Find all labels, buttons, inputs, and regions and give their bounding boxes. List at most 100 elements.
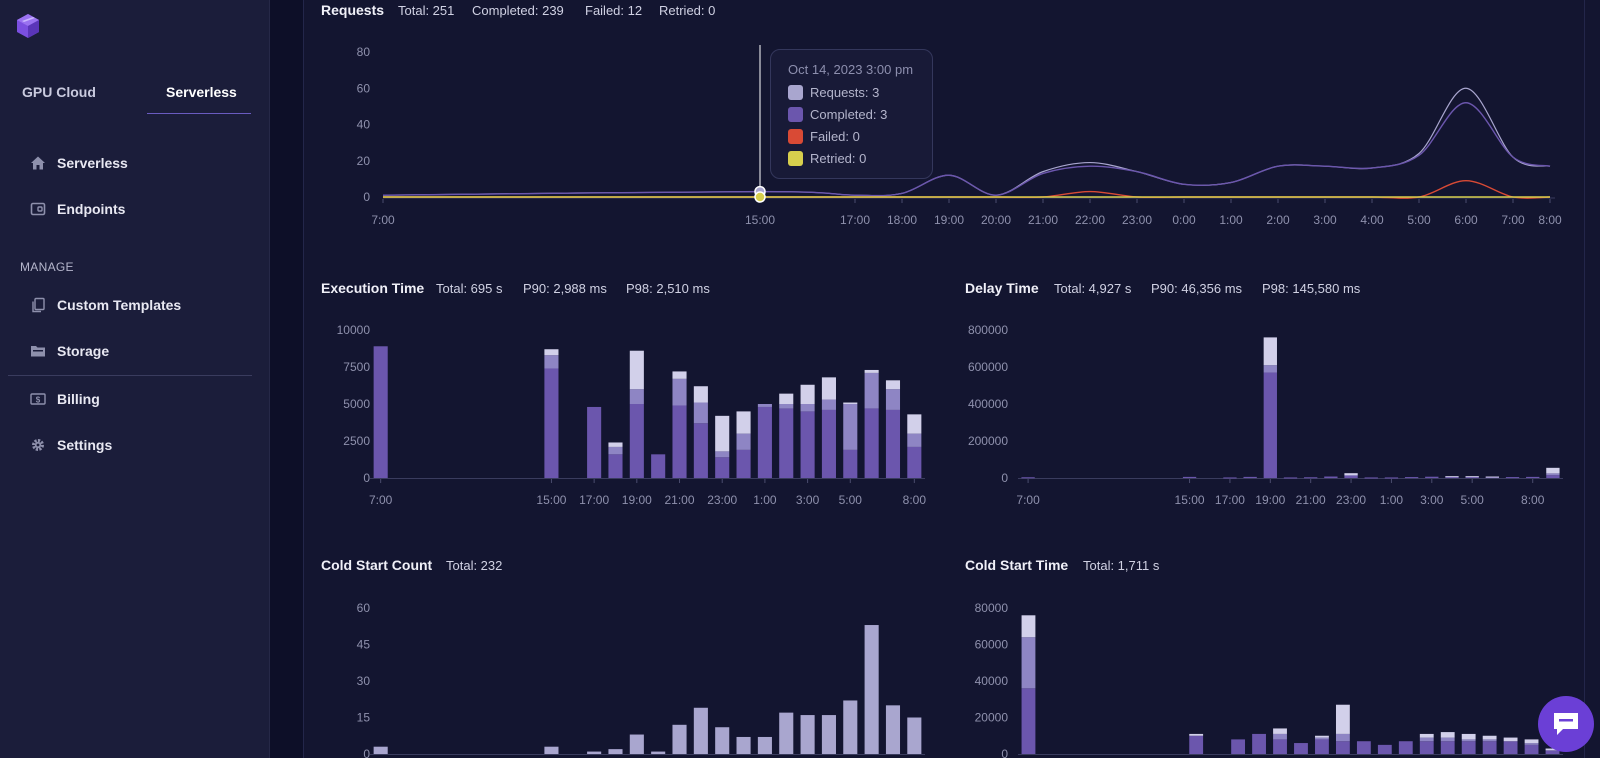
bar-segment xyxy=(736,449,751,478)
cold-start-time-chart[interactable]: 80000 60000 40000 20000 0 xyxy=(958,598,1568,758)
bar-segment xyxy=(736,433,751,450)
bar-segment xyxy=(1252,733,1266,754)
bar-segment xyxy=(1419,733,1434,738)
bar-segment xyxy=(1445,476,1459,478)
sidebar-item-settings[interactable]: Settings xyxy=(30,434,112,456)
logo-icon[interactable] xyxy=(14,12,42,40)
y-tick-label: 0 xyxy=(363,190,370,204)
bar-segment xyxy=(693,386,708,403)
bar-segment xyxy=(608,442,623,447)
x-tick-label: 3:00 xyxy=(1313,213,1337,227)
x-tick-label: 6:00 xyxy=(1454,213,1478,227)
active-tab-indicator xyxy=(147,113,251,114)
manage-section-label: MANAGE xyxy=(20,260,74,274)
bar-segment xyxy=(1021,477,1035,479)
bar-segment xyxy=(1524,744,1539,754)
bar-segment xyxy=(885,705,901,754)
main-content xyxy=(303,0,1585,758)
bar-segment xyxy=(715,727,730,754)
bar-segment xyxy=(1526,476,1540,478)
bar-segment xyxy=(1545,750,1560,754)
sidebar-item-label: Settings xyxy=(57,437,113,453)
bar-segment xyxy=(672,371,687,379)
billing-icon: $ xyxy=(30,393,46,405)
bar-segment xyxy=(1231,739,1246,754)
bar-segment xyxy=(1545,748,1560,751)
bar-segment xyxy=(651,454,666,478)
bar-segment xyxy=(1377,744,1392,754)
bar-segment xyxy=(1335,704,1350,734)
y-tick-label: 0 xyxy=(363,471,370,485)
y-tick-label: 20 xyxy=(357,154,371,168)
x-tick-label: 17:00 xyxy=(1215,493,1245,507)
bar-segment xyxy=(1315,735,1329,738)
y-tick-label: 30 xyxy=(357,674,371,688)
sidebar-item-label: Billing xyxy=(57,391,100,407)
nav-divider xyxy=(8,375,252,376)
tab-gpu-cloud[interactable]: GPU Cloud xyxy=(22,84,96,100)
bar-segment xyxy=(629,389,644,404)
bar-segment xyxy=(757,736,772,754)
x-tick-label: 3:00 xyxy=(1420,493,1444,507)
gear-icon xyxy=(32,439,44,451)
bar-segment xyxy=(779,393,794,404)
bar-segment xyxy=(864,625,879,754)
sidebar-item-billing[interactable]: $ Billing xyxy=(30,388,100,410)
tab-serverless[interactable]: Serverless xyxy=(166,84,237,100)
line-series-completed xyxy=(382,102,1551,197)
bar-segment xyxy=(629,734,644,754)
bar-segment xyxy=(629,350,644,390)
chart-tooltip: Oct 14, 2023 3:00 pm Requests: 3 Complet… xyxy=(770,49,933,179)
bar-segment xyxy=(373,746,388,754)
bar-segment xyxy=(672,378,687,406)
x-tick-label: 18:00 xyxy=(887,213,917,227)
cold-start-count-total: Total: 232 xyxy=(446,558,503,573)
bar-segment xyxy=(608,446,623,455)
bar-segment xyxy=(1335,741,1350,754)
bar-segment xyxy=(821,409,836,478)
sidebar-item-custom-templates[interactable]: Custom Templates xyxy=(30,294,181,316)
bar-segment xyxy=(1315,737,1329,740)
tooltip-label: Requests: 3 xyxy=(810,85,880,100)
bar-segment xyxy=(1021,637,1036,689)
bar-segment xyxy=(1189,733,1204,736)
sidebar-item-storage[interactable]: Storage xyxy=(30,340,109,362)
bar-segment xyxy=(1524,743,1539,745)
bar-segment xyxy=(757,404,772,407)
legend-swatch-retried xyxy=(788,151,803,166)
x-tick-label: 21:00 xyxy=(665,493,695,507)
bar-segment xyxy=(693,707,708,754)
bar-segment xyxy=(779,408,794,478)
chat-support-button[interactable] xyxy=(1538,696,1594,752)
sidebar-item-serverless[interactable]: Serverless xyxy=(30,152,128,174)
cold-start-count-chart[interactable]: 60 45 30 15 0 xyxy=(330,598,930,758)
sidebar-item-label: Serverless xyxy=(57,155,128,171)
x-tick-label: 15:00 xyxy=(745,213,775,227)
y-tick-label: 7500 xyxy=(343,360,370,374)
y-tick-label: 40 xyxy=(357,118,371,132)
delay-time-chart[interactable]: 800000 600000 400000 200000 0 7:00 15:00 17:00 1… xyxy=(958,318,1568,518)
bar-segment xyxy=(885,389,901,410)
x-tick-label: 0:00 xyxy=(1172,213,1196,227)
bar-segment xyxy=(1021,688,1036,754)
sidebar-item-endpoints[interactable]: Endpoints xyxy=(30,198,125,220)
bar-segment xyxy=(715,451,730,458)
bar-segment xyxy=(800,384,815,404)
execution-time-chart[interactable]: 10000 7500 5000 2500 0 7:00 15:00 17:00 19:00 21:… xyxy=(330,318,930,518)
bar-segment xyxy=(843,449,858,478)
execution-time-title: Execution Time xyxy=(321,280,425,296)
x-tick-label: 21:00 xyxy=(1028,213,1058,227)
bar-segment xyxy=(1263,372,1277,478)
bar-segment xyxy=(1398,741,1413,754)
bar-segment xyxy=(1419,741,1434,754)
cold-start-time-total: Total: 1,711 s xyxy=(1083,558,1160,573)
requests-total: Total: 251 xyxy=(398,3,455,18)
delay-time-title: Delay Time xyxy=(965,280,1039,296)
bar-segment xyxy=(779,712,794,754)
bar-segment xyxy=(1440,737,1455,742)
bar-segment xyxy=(1445,476,1459,478)
bar-segment xyxy=(1384,477,1399,479)
sidebar-item-label: Storage xyxy=(57,343,110,359)
x-tick-label: 1:00 xyxy=(1380,493,1404,507)
